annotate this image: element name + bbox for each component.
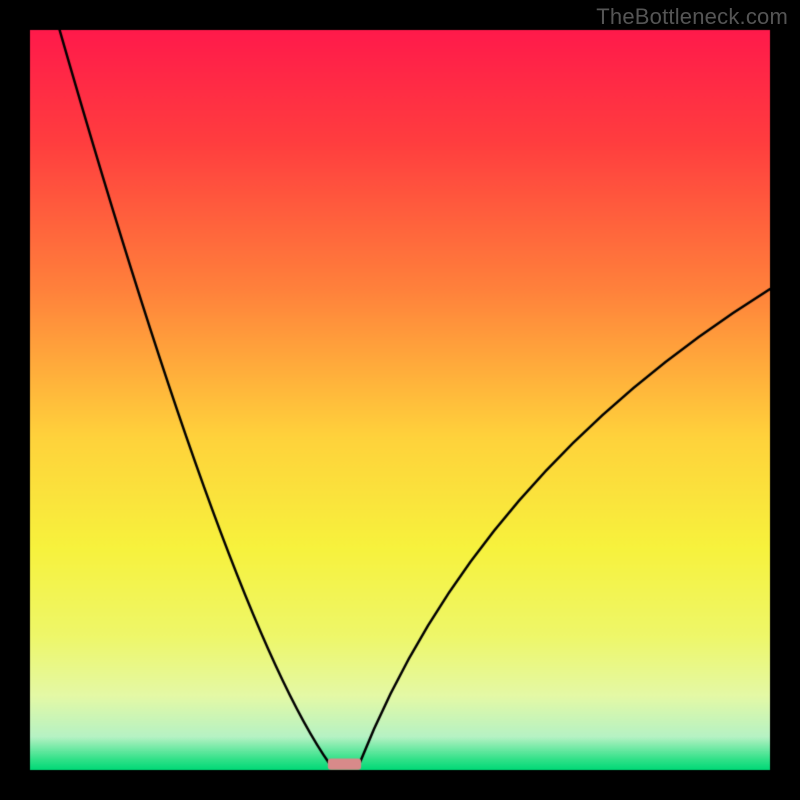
watermark-text: TheBottleneck.com xyxy=(596,4,788,30)
chart-container: TheBottleneck.com xyxy=(0,0,800,800)
bottleneck-chart-canvas xyxy=(0,0,800,800)
